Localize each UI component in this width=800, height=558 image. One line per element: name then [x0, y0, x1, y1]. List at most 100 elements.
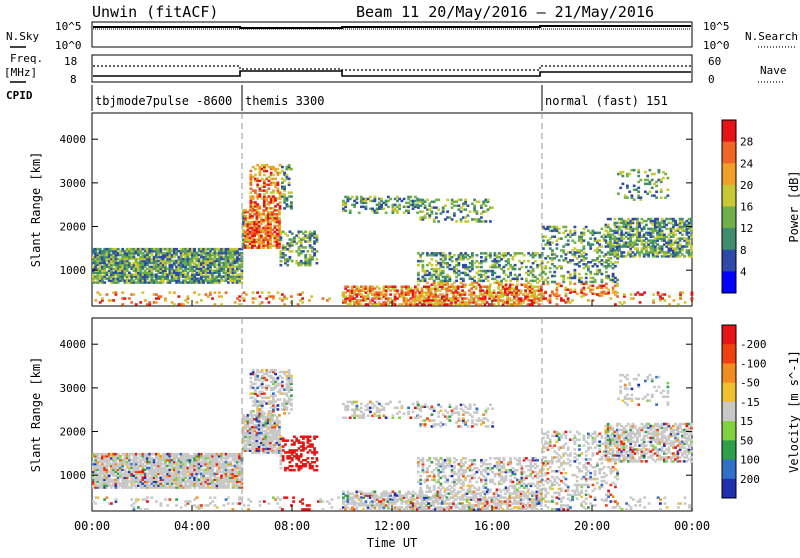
heatmap-cell: [598, 239, 601, 242]
heatmap-cell: [556, 247, 559, 250]
heatmap-cell: [460, 199, 463, 202]
heatmap-cell: [99, 293, 102, 296]
heatmap-cell: [291, 260, 294, 263]
heatmap-cell: [503, 270, 506, 273]
heatmap-cell: [437, 220, 440, 223]
heatmap-cell: [435, 212, 438, 215]
heatmap-cell: [284, 254, 287, 257]
heatmap-cell: [369, 196, 372, 199]
heatmap-cell: [200, 299, 203, 302]
heatmap-cell: [133, 293, 136, 296]
heatmap-cell: [580, 295, 583, 298]
heatmap-cell: [214, 303, 217, 306]
heatmap-cell: [115, 291, 118, 294]
heatmap-cell: [530, 284, 533, 287]
heatmap-cell: [585, 273, 588, 276]
heatmap-cell: [521, 266, 524, 269]
heatmap-cell: [445, 295, 448, 298]
heatmap-cell: [505, 280, 508, 283]
heatmap-cell: [437, 208, 440, 211]
heatmap-cell: [453, 212, 456, 215]
heatmap-cell: [290, 195, 293, 198]
heatmap-cell: [173, 303, 176, 306]
heatmap-cell: [301, 297, 304, 300]
heatmap-cell: [469, 210, 472, 213]
heatmap-cell: [478, 284, 481, 287]
heatmap-cell: [551, 241, 554, 244]
heatmap-cell: [485, 220, 488, 223]
heatmap-cell: [556, 303, 559, 306]
heatmap-cell: [477, 303, 480, 306]
heatmap-cell: [457, 303, 460, 306]
heatmap-cell: [288, 164, 291, 167]
heatmap-cell: [173, 291, 176, 294]
heatmap-cell: [238, 303, 241, 306]
heatmap-cell: [596, 293, 599, 296]
heatmap-cell: [523, 260, 526, 263]
heatmap-cell: [480, 266, 483, 269]
heatmap-cell: [283, 303, 286, 306]
heatmap-cell: [585, 293, 588, 296]
heatmap-cell: [523, 254, 526, 257]
heatmap-cell: [396, 289, 399, 292]
heatmap-cell: [567, 243, 570, 246]
heatmap-cell: [601, 273, 604, 276]
heatmap-cell: [344, 210, 347, 213]
heatmap-cell: [587, 299, 590, 302]
heatmap-cell: [662, 177, 665, 180]
heatmap-cell: [94, 299, 97, 302]
freq-unit-label: [MHz]: [4, 66, 37, 79]
heatmap-cell: [578, 265, 581, 268]
heatmap-cell: [569, 273, 572, 276]
heatmap-cell: [434, 291, 437, 294]
heatmap-cell: [277, 168, 280, 171]
heatmap-cell: [489, 284, 492, 287]
heatmap-cell: [574, 230, 577, 233]
cpid-segment-label: themis 3300: [245, 94, 324, 108]
heatmap-cell: [569, 291, 572, 294]
heatmap-cell: [585, 281, 588, 284]
heatmap-cell: [556, 291, 559, 294]
heatmap-cell: [571, 259, 574, 262]
heatmap-cell: [454, 297, 457, 300]
heatmap-cell: [220, 303, 223, 306]
heatmap-cell: [491, 206, 494, 209]
heatmap-cell: [657, 291, 660, 294]
heatmap-cell: [620, 230, 623, 233]
heatmap-cell: [488, 303, 491, 306]
heatmap-cell: [589, 271, 592, 274]
heatmap-cell: [473, 276, 476, 279]
heatmap-cell: [220, 295, 223, 298]
heatmap-cell: [218, 291, 221, 294]
heatmap-cell: [449, 252, 452, 255]
heatmap-cell: [394, 286, 397, 289]
heatmap-cell: [690, 245, 693, 248]
nave-tick-top: 60: [708, 55, 721, 68]
heatmap-cell: [353, 297, 356, 300]
heatmap-cell: [487, 276, 490, 279]
heatmap-cell: [442, 270, 445, 273]
heatmap-cell: [589, 237, 592, 240]
heatmap-cell: [245, 293, 248, 296]
heatmap-cell: [279, 201, 282, 204]
heatmap-cell: [193, 248, 196, 251]
heatmap-cell: [525, 278, 528, 281]
heatmap-cell: [462, 278, 465, 281]
heatmap-cell: [667, 194, 670, 197]
y-tick-label: 4000: [60, 133, 87, 146]
heatmap-cell: [583, 239, 586, 242]
heatmap-cell: [487, 280, 490, 283]
beam-title: Beam 11 20/May/2016 – 21/May/2016: [356, 3, 654, 21]
heatmap-cell: [610, 297, 613, 300]
heatmap-cell: [633, 198, 636, 201]
heatmap-cell: [562, 249, 565, 252]
heatmap-cell: [283, 186, 286, 189]
heatmap-cell: [387, 206, 390, 209]
heatmap-cell: [514, 264, 517, 267]
heatmap-cell: [417, 264, 420, 267]
heatmap-cell: [655, 185, 658, 188]
heatmap-cell: [316, 234, 319, 237]
heatmap-cell: [155, 301, 158, 304]
heatmap-cell: [187, 301, 190, 304]
heatmap-cell: [446, 199, 449, 202]
